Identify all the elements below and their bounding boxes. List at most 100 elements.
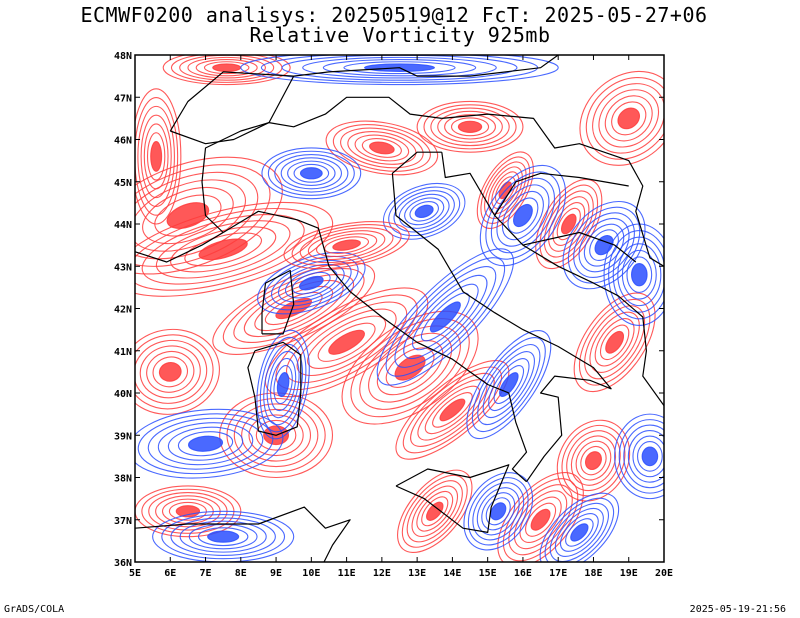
lat-tick-label: 37N — [114, 516, 132, 527]
contour-line — [135, 485, 242, 538]
positive-vorticity-band — [135, 156, 283, 275]
contour-line — [560, 213, 577, 235]
contour-line — [212, 63, 242, 72]
contour-line — [298, 275, 324, 291]
contour-line — [385, 257, 506, 377]
lon-axis: 5E 6E 7E 8E 9E 10E 11E 12E 13E 14E 15E 16E 17E 18E 19E… — [129, 55, 673, 579]
contour-line — [490, 177, 556, 254]
contour-line — [137, 105, 175, 207]
coastline-segment — [391, 151, 612, 483]
coastline-segment — [494, 172, 629, 216]
lon-tick-label: 17E — [549, 568, 567, 579]
contour-line — [477, 344, 541, 426]
lon-tick-label: 14E — [443, 568, 461, 579]
contour-line — [457, 120, 483, 133]
contour-line — [513, 203, 533, 228]
contour-line — [631, 262, 648, 287]
positive-vorticity-band — [573, 292, 656, 393]
contour-line — [632, 435, 664, 478]
lon-tick-label: 10E — [302, 568, 320, 579]
contour-line — [280, 157, 343, 190]
contour-line — [278, 263, 345, 303]
negative-vorticity-band — [466, 330, 552, 440]
contour-line — [599, 324, 630, 361]
contour-line — [490, 502, 507, 521]
contour-line — [369, 141, 395, 155]
contour-line — [135, 408, 284, 479]
contour-line — [623, 424, 664, 489]
contour-line — [325, 120, 439, 176]
contour-line — [556, 419, 631, 502]
contour-line — [472, 482, 525, 541]
contour-line — [152, 510, 295, 562]
negative-vorticity-band — [479, 164, 567, 267]
contour-line — [273, 365, 293, 405]
contour-line — [561, 424, 626, 497]
negative-vorticity-band — [463, 472, 534, 551]
contour-line — [184, 232, 263, 267]
contour-line — [636, 441, 663, 472]
lat-tick-label: 46N — [114, 136, 132, 147]
contour-line — [450, 117, 490, 137]
contour-line — [195, 59, 258, 77]
contour-line — [471, 337, 546, 433]
lat-tick-label: 40N — [114, 389, 132, 400]
contour-line — [406, 480, 463, 543]
lat-tick-label: 45N — [114, 178, 132, 189]
lon-tick-label: 15E — [479, 568, 497, 579]
plot-frame — [134, 54, 665, 563]
negative-vorticity-band — [261, 147, 362, 200]
contour-line — [394, 265, 497, 368]
lon-tick-label: 9E — [270, 568, 282, 579]
contour-line — [594, 318, 635, 367]
lat-tick-label: 47N — [114, 93, 132, 104]
contour-line — [501, 190, 544, 241]
contour-line — [567, 206, 641, 284]
contour-line — [343, 61, 456, 75]
contour-line — [274, 153, 349, 193]
contour-line — [283, 221, 410, 270]
lon-tick-label: 20E — [655, 568, 673, 579]
contour-line — [618, 419, 664, 494]
contour-line — [394, 354, 426, 381]
contour-line — [429, 301, 461, 333]
coastline-segment — [261, 269, 295, 335]
contour-line — [248, 414, 304, 457]
contour-line — [270, 357, 297, 412]
contour-line — [152, 356, 189, 388]
contour-line — [497, 471, 584, 562]
contour-line — [368, 332, 453, 403]
lon-tick-label: 6E — [164, 568, 176, 579]
contour-line — [147, 417, 264, 470]
positive-vorticity-band — [135, 328, 220, 415]
coastline-segment — [441, 113, 664, 267]
coastline-segment — [135, 506, 351, 562]
contour-line — [322, 59, 477, 77]
contour-line — [135, 334, 214, 410]
contour-line — [393, 190, 455, 233]
lon-tick-label: 7E — [200, 568, 212, 579]
contour-line — [315, 233, 378, 257]
contour-line — [485, 497, 511, 526]
contour-line — [395, 360, 510, 460]
contour-line — [614, 413, 664, 500]
contour-line — [605, 330, 625, 354]
contour-line — [437, 110, 503, 143]
negative-vorticity-band — [382, 182, 466, 240]
lat-axis: 36N 37N 38N 39N 40N 41N 42N 43N 44N 45N 46N 47N 48N — [114, 51, 664, 569]
contour-line — [177, 431, 234, 457]
negative-vorticity-band — [614, 413, 664, 500]
contour-line — [481, 492, 516, 531]
negative-vorticity-band — [256, 329, 310, 440]
contour-line — [187, 56, 266, 79]
contour-line — [592, 83, 664, 154]
contour-line — [496, 184, 550, 247]
contour-line — [385, 347, 435, 388]
positive-vorticity-band — [535, 178, 603, 270]
contour-line — [341, 310, 479, 425]
vorticity-contours — [135, 55, 664, 562]
contour-line — [549, 502, 609, 562]
contour-line — [424, 385, 481, 435]
negative-vorticity-band — [539, 492, 620, 562]
contour-line — [525, 502, 557, 537]
